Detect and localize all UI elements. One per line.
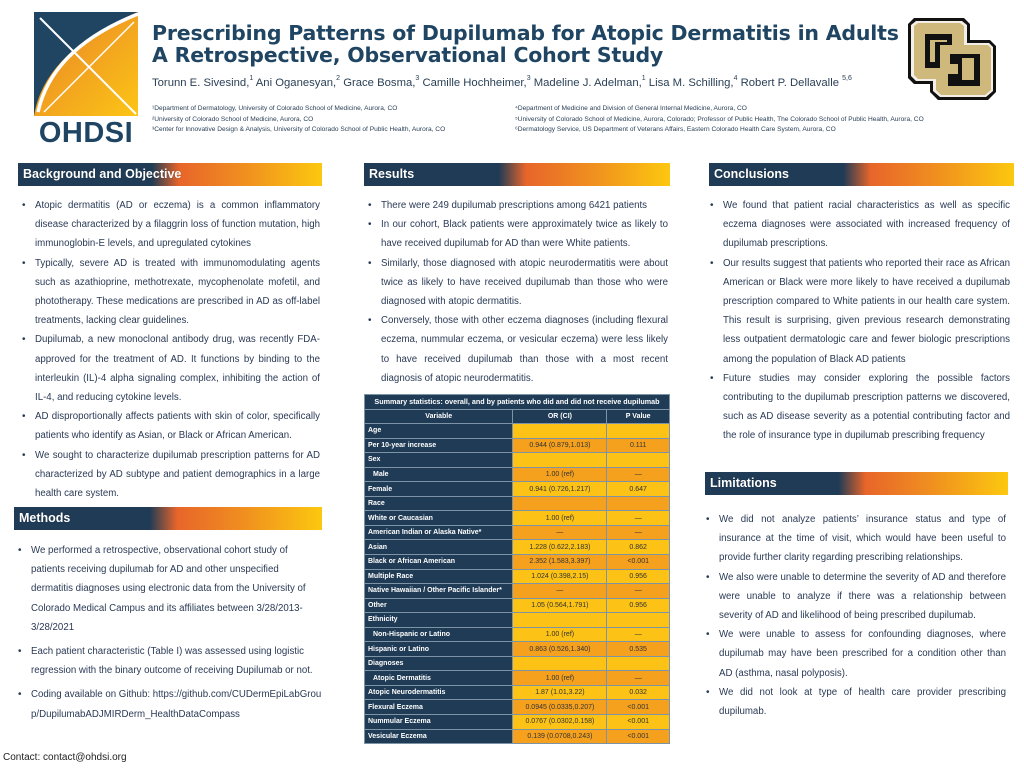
- author: Ani Oganesyan,: [255, 77, 337, 89]
- author: Camille Hochheimer,: [422, 77, 527, 89]
- table-row: Per 10-year increase 0.944 (0.879,1.013) 0…: [363, 437, 670, 454]
- background-bullet: AD disproportionally affects patients wi…: [20, 407, 320, 445]
- table-row: Nummular Eczema 0.0767 (0.0302,0.158) <0.0…: [363, 714, 670, 730]
- table-row: Multiple Race 1.024 (0.398,2.15) 0.956: [363, 568, 670, 585]
- affiliations-right: ⁴Department of Medicine and Division of …: [515, 104, 924, 136]
- limitations-bullet: We did not analyze patients’ insurance s…: [704, 510, 1006, 568]
- conclusions-bullet: We found that patient racial characteris…: [708, 196, 1010, 254]
- column-header-p: P Value: [606, 408, 670, 425]
- table-row: Black or African American 2.352 (1.583,3.…: [363, 554, 670, 570]
- results-bullet: There were 249 dupilumab prescriptions a…: [366, 196, 668, 215]
- limitations-bullet: We were unable to assess for confounding…: [704, 625, 1006, 683]
- ohdsi-wordmark: OHDSI: [38, 117, 134, 149]
- table-row: Female 0.941 (0.726,1.217) 0.647: [363, 481, 670, 497]
- results-section: There were 249 dupilumab prescriptions a…: [366, 196, 668, 388]
- affiliation: ²University of Colorado School of Medici…: [152, 115, 314, 123]
- conclusions-bullet: Future studies may consider exploring th…: [708, 369, 1010, 446]
- section-header-methods: Methods: [14, 507, 322, 530]
- table-row: Native Hawaiian / Other Pacific Islander…: [363, 583, 670, 599]
- author: Robert P. Dellavalle: [740, 77, 839, 89]
- table-row-group: Age: [363, 423, 670, 439]
- affiliations-left: ¹Department of Dermatology, University o…: [152, 104, 445, 136]
- author-list: Torunn E. Sivesind,1 Ani Oganesyan,2 Gra…: [152, 75, 852, 89]
- title-line-1: Prescribing Patterns of Dupilumab for At…: [152, 21, 899, 45]
- author: Madeline J. Adelman,: [533, 77, 642, 89]
- section-header-background: Background and Objective: [18, 163, 322, 186]
- table-row: White or Caucasian 1.00 (ref) —: [363, 510, 670, 526]
- table-row: American Indian or Alaska Native* — —: [363, 524, 670, 541]
- conclusions-bullet: Our results suggest that patients who re…: [708, 254, 1010, 369]
- table-row: Non-Hispanic or Latino 1.00 (ref) —: [363, 626, 670, 643]
- limitations-section: We did not analyze patients’ insurance s…: [704, 510, 1006, 721]
- background-bullet: We sought to characterize dupilumab pres…: [20, 446, 320, 504]
- table-row-group: Diagnoses: [363, 655, 670, 672]
- title-line-2: A Retrospective, Observational Cohort St…: [152, 43, 664, 67]
- results-bullet: In our cohort, Black patients were appro…: [366, 215, 668, 253]
- section-header-conclusions: Conclusions: [709, 163, 1014, 186]
- table-row: Other 1.05 (0.564,1.791) 0.956: [363, 597, 670, 614]
- table-row: Vesicular Eczema 0.139 (0.0708,0.243) <0.0…: [363, 728, 670, 745]
- results-bullet: Conversely, those with other eczema diag…: [366, 311, 668, 388]
- table-caption: Summary statistics: overall, and by pati…: [364, 394, 670, 410]
- methods-bullet: Coding available on Github: https://gith…: [16, 685, 322, 723]
- conclusions-section: We found that patient racial characteris…: [708, 196, 1010, 446]
- column-header-or: OR (CI): [512, 408, 608, 425]
- table-row-group: Sex: [363, 452, 670, 468]
- affiliation: ⁶Dermatology Service, US Department of V…: [515, 126, 836, 133]
- table-row: Hispanic or Latino 0.863 (0.526,1.340) 0.5…: [363, 641, 670, 657]
- author: Lisa M. Schilling,: [648, 77, 734, 89]
- table-row: Asian 1.228 (0.622,2.183) 0.862: [363, 539, 670, 556]
- affiliation: ⁴Department of Medicine and Division of …: [515, 105, 747, 112]
- limitations-bullet: We did not look at type of health care p…: [704, 683, 1006, 721]
- author: Torunn E. Sivesind,: [152, 77, 250, 89]
- affiliation: ⁵University of Colorado School of Medici…: [515, 115, 924, 123]
- methods-bullet: Each patient characteristic (Table I) wa…: [16, 642, 322, 680]
- poster-title: Prescribing Patterns of Dupilumab for At…: [152, 21, 899, 67]
- background-bullet: Typically, severe AD is treated with imm…: [20, 254, 320, 331]
- limitations-bullet: We also were unable to determine the sev…: [704, 568, 1006, 626]
- table-row: Flexural Eczema 0.0945 (0.0335,0.207) <0.0…: [363, 699, 670, 716]
- author: Grace Bosma,: [343, 77, 416, 89]
- affiliation: ³Center for Innovative Design & Analysis…: [152, 126, 446, 133]
- background-section: Atopic dermatitis (AD or eczema) is a co…: [20, 196, 320, 503]
- background-bullet: Dupilumab, a new monoclonal antibody dru…: [20, 330, 320, 407]
- table-row: Male 1.00 (ref) —: [363, 466, 670, 483]
- results-bullet: Similarly, those diagnosed with atopic n…: [366, 254, 668, 312]
- table-row: Atopic Neurodermatitis 1.87 (1.01,3.22) 0.…: [363, 684, 670, 701]
- contact-email[interactable]: Contact: contact@ohdsi.org: [3, 752, 127, 763]
- affiliation: ¹Department of Dermatology, University o…: [152, 105, 398, 112]
- table-row: Atopic Dermatitis 1.00 (ref) —: [363, 670, 670, 686]
- summary-statistics-table: Summary statistics: overall, and by pati…: [363, 394, 670, 745]
- section-header-limitations: Limitations: [705, 472, 1008, 495]
- cu-logo-icon: [908, 18, 996, 100]
- table-row-group: Ethnicity: [363, 612, 670, 628]
- section-header-results: Results: [364, 163, 670, 186]
- table-row-group: Race: [363, 495, 670, 512]
- ohdsi-logo: OHDSI: [34, 12, 138, 149]
- ohdsi-logo-icon: [34, 12, 138, 116]
- methods-bullet: We performed a retrospective, observatio…: [16, 541, 322, 637]
- column-header-variable: Variable: [363, 408, 514, 425]
- methods-section: We performed a retrospective, observatio…: [16, 541, 322, 724]
- background-bullet: Atopic dermatitis (AD or eczema) is a co…: [20, 196, 320, 254]
